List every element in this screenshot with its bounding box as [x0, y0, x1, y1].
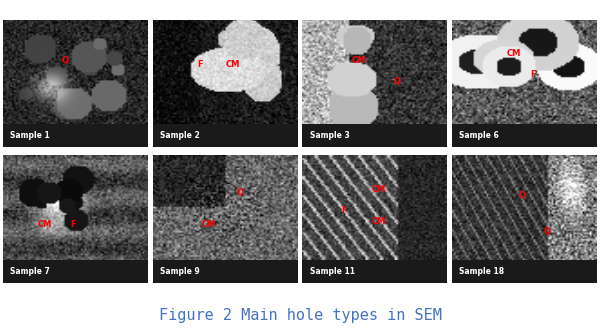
Text: Sample 1: Sample 1: [10, 131, 50, 140]
Text: Q: Q: [519, 191, 526, 200]
Text: F: F: [530, 70, 536, 79]
Text: Sample 7: Sample 7: [10, 267, 50, 276]
Text: CM: CM: [226, 60, 241, 69]
Text: Sample 3: Sample 3: [310, 131, 349, 140]
Text: CM: CM: [351, 56, 365, 65]
Text: CM: CM: [202, 220, 216, 229]
Text: CM: CM: [37, 220, 52, 229]
Text: Q: Q: [544, 227, 551, 236]
Text: Figure 2 Main hole types in SEM: Figure 2 Main hole types in SEM: [158, 308, 442, 323]
Text: Sample 18: Sample 18: [460, 267, 505, 276]
Text: CM: CM: [506, 49, 521, 59]
Text: CM: CM: [371, 185, 386, 194]
Text: Sample 11: Sample 11: [310, 267, 355, 276]
Text: Q: Q: [394, 77, 401, 86]
Text: F: F: [71, 220, 76, 229]
Text: F: F: [341, 206, 347, 215]
Text: CM: CM: [371, 216, 386, 226]
Text: Sample 6: Sample 6: [460, 131, 499, 140]
Text: Q: Q: [237, 188, 244, 197]
Text: Sample 2: Sample 2: [160, 131, 200, 140]
Text: F: F: [197, 60, 203, 69]
Text: Sample 9: Sample 9: [160, 267, 200, 276]
Text: Q: Q: [61, 56, 68, 65]
